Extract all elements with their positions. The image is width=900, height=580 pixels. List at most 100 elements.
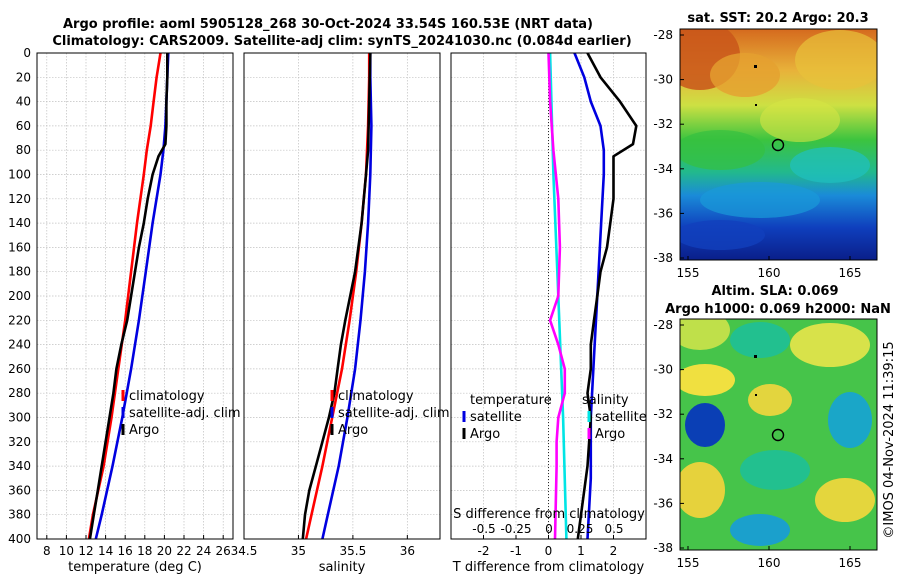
y-tick-label: 160 [8,240,31,254]
map-axes: -28 -30 -32 -34 -36 -38 155 160 165 -28 -30 -32 -34 -… [653,28,861,570]
series-line-salinity-argo [547,52,567,540]
series-line-argo [301,52,372,540]
x-tick-label: 2 [610,544,618,558]
map-lon-label: 165 [839,556,862,570]
y-tick-label: 300 [8,411,31,425]
map-lat-label: -36 [653,496,673,510]
x-axis-label: salinity [319,560,366,575]
x-tick-label: 16 [118,544,133,558]
s-tick-label: -0.25 [500,522,531,536]
s-axis-label: S difference from climatology [453,507,645,522]
y-tick-label: 260 [8,362,31,376]
y-tick-label: 320 [8,435,31,449]
x-tick-label: 36 [400,544,415,558]
float-position-marker [771,138,785,152]
x-tick-label: 20 [157,544,172,558]
track-point [755,394,757,396]
legend-label: satellite-adj. clim [129,406,241,421]
legend-label: Argo [129,423,159,438]
y-tick-label: 180 [8,265,31,279]
y-tick-label: 40 [16,95,31,109]
x-axis-label: temperature (deg C) [68,560,202,575]
legend-label: satellite-adj. clim [338,406,450,421]
s-tick-label: 0.5 [604,522,623,536]
x-tick-label: 10 [59,544,74,558]
legend-label: Argo [338,423,368,438]
map-lat-label: -38 [653,541,673,555]
axes-box [36,52,234,540]
sla-map-title-2: Argo h1000: 0.069 h2000: NaN [665,302,891,317]
sst-map-title: sat. SST: 20.2 Argo: 20.3 [687,11,868,26]
x-tick-label: 12 [78,544,93,558]
track-point [754,355,757,358]
map-lat-label: -28 [653,318,673,332]
map-lon-label: 160 [758,556,781,570]
salinity-panel: 34.5 35 35.5 36 salinity climatology satellite… [231,52,450,575]
x-tick-label: 18 [137,544,152,558]
legend-label: satellite [595,410,647,425]
map-lon-label: 155 [677,556,700,570]
y-tick-label: 220 [8,313,31,327]
map-lat-label: -32 [653,407,673,421]
series-line-argo [88,53,169,540]
title-line-2: Climatology: CARS2009. Satellite-adj cli… [52,34,631,49]
y-tick-label: 100 [8,168,31,182]
legend-label: climatology [129,389,205,404]
x-tick-label: 26 [216,544,231,558]
legend-label: Argo [595,427,625,442]
y-tick-label: 20 [16,70,31,84]
x-tick-label: 35 [291,544,306,558]
y-tick-label: 200 [8,289,31,303]
sst-map [680,29,877,260]
map-lat-label: -32 [653,117,673,131]
map-lat-label: -30 [653,363,673,377]
y-tick-label: 400 [8,532,31,546]
title-line-1: Argo profile: aoml 5905128_268 30-Oct-20… [63,17,593,32]
x-tick-label: -1 [510,544,522,558]
map-lon-label: 155 [677,266,700,280]
difference-panel: -2 -1 0 1 2 T difference from climatology temp… [450,52,647,575]
y-tick-label: 140 [8,216,31,230]
temperature-panel: 8 10 12 14 16 18 20 22 24 26 temperature (deg C) 0 2… [8,46,241,575]
track-point [755,104,757,106]
s-tick-label: -0.5 [472,522,495,536]
sla-map [680,319,877,550]
x-tick-label: 24 [196,544,211,558]
axes-box [243,52,441,540]
legend-label: Argo [470,427,500,442]
y-tick-label: 80 [16,143,31,157]
x-tick-label: -2 [478,544,490,558]
y-tick-label: 280 [8,386,31,400]
y-tick-label: 0 [23,46,31,60]
credit-text: ©IMOS 04-Nov-2024 11:39:15 [882,341,897,538]
map-lat-label: -30 [653,73,673,87]
x-tick-label: 8 [43,544,51,558]
series-line-satellite-adj-clim [321,53,373,540]
x-tick-label: 1 [577,544,585,558]
y-tick-label: 120 [8,192,31,206]
map-lat-label: -34 [653,452,673,466]
map-lon-label: 160 [758,266,781,280]
series-line-climatology [87,52,162,540]
legend-title-salinity: salinity [582,393,629,408]
s-tick-label: 0 [545,522,553,536]
legend-label: climatology [338,389,414,404]
y-tick-label: 380 [8,508,31,522]
sla-map-title-1: Altim. SLA: 0.069 [712,284,839,299]
y-tick-label: 360 [8,483,31,497]
x-axis-label: T difference from climatology [452,560,645,575]
y-tick-label: 240 [8,338,31,352]
float-position-marker [771,428,785,442]
legend-label: satellite [470,410,522,425]
y-tick-label: 340 [8,459,31,473]
x-tick-label: 35.5 [340,544,367,558]
map-lat-label: -38 [653,251,673,265]
y-tick-label: 60 [16,119,31,133]
map-lat-label: -36 [653,206,673,220]
map-lon-label: 165 [839,266,862,280]
track-point [754,65,757,68]
map-lat-label: -28 [653,28,673,42]
map-lat-label: -34 [653,162,673,176]
x-tick-label: 0 [545,544,553,558]
